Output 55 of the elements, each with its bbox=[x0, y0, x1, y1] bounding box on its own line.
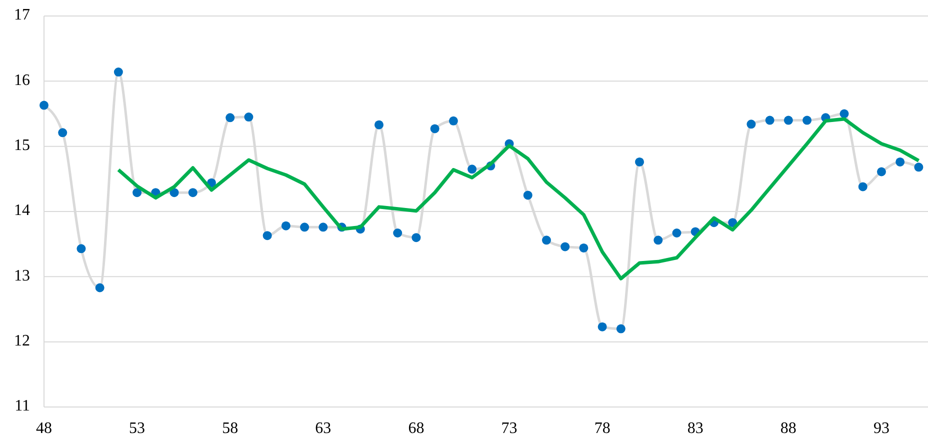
x-tick-label: 63 bbox=[315, 420, 332, 437]
y-tick-label: 14 bbox=[14, 202, 30, 220]
x-tick-label: 48 bbox=[36, 420, 52, 437]
y-tick-label: 15 bbox=[14, 137, 30, 154]
point bbox=[114, 68, 123, 77]
point bbox=[318, 222, 328, 232]
point bbox=[896, 157, 905, 166]
point bbox=[654, 236, 663, 245]
point bbox=[58, 128, 68, 138]
x-tick-label: 68 bbox=[408, 420, 424, 437]
y-tick-label: 17 bbox=[14, 6, 30, 24]
point bbox=[300, 222, 310, 232]
point bbox=[784, 116, 793, 125]
point bbox=[616, 324, 626, 334]
point bbox=[374, 120, 384, 130]
point bbox=[188, 188, 198, 198]
point bbox=[262, 231, 272, 240]
point bbox=[226, 113, 235, 122]
x-tick-label: 83 bbox=[687, 420, 704, 437]
point bbox=[598, 322, 607, 332]
x-tick-label: 73 bbox=[501, 420, 518, 437]
x-tick-label: 53 bbox=[129, 420, 146, 437]
point bbox=[393, 228, 402, 238]
point bbox=[132, 188, 142, 198]
point bbox=[914, 162, 924, 172]
point bbox=[635, 157, 644, 166]
point bbox=[448, 116, 458, 126]
point bbox=[746, 120, 756, 129]
y-tick-label: 11 bbox=[14, 398, 30, 415]
point bbox=[560, 242, 570, 252]
point bbox=[858, 182, 868, 192]
point bbox=[40, 100, 48, 110]
point bbox=[468, 164, 477, 174]
point bbox=[765, 116, 774, 125]
y-tick-label: 12 bbox=[14, 332, 30, 350]
y-tick-label: 16 bbox=[14, 72, 30, 89]
x-tick-label: 88 bbox=[780, 420, 796, 437]
point bbox=[802, 116, 812, 125]
point bbox=[76, 244, 86, 254]
point bbox=[579, 243, 588, 252]
y-tick-label: 13 bbox=[14, 267, 30, 284]
point bbox=[95, 283, 104, 292]
point bbox=[728, 218, 738, 228]
x-tick-label: 58 bbox=[222, 420, 238, 437]
x-tick-label: 78 bbox=[594, 420, 610, 437]
point bbox=[281, 221, 290, 230]
point bbox=[430, 124, 440, 134]
point bbox=[412, 233, 421, 242]
point bbox=[876, 167, 886, 176]
point bbox=[542, 236, 551, 245]
point bbox=[523, 190, 532, 200]
x-tick-label: 93 bbox=[873, 420, 890, 437]
point bbox=[244, 112, 254, 122]
point bbox=[672, 228, 682, 238]
point bbox=[840, 109, 849, 118]
